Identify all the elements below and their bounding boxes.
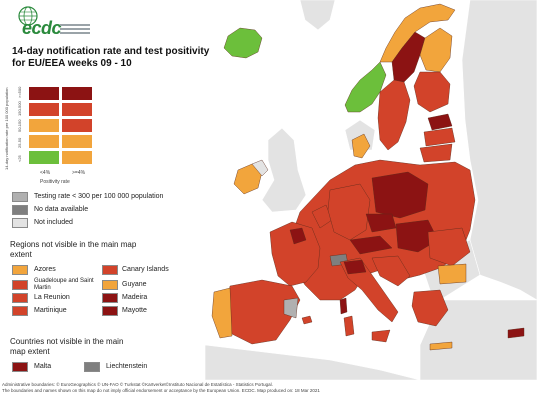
swatch-mayotte [102,306,118,316]
region-corsica [339,297,348,315]
swatch-malta [12,362,28,372]
region-romania [427,227,471,267]
legend-cell-0-high [61,150,93,165]
region-finland-north [419,27,453,73]
y-tick-150: 150-500 [17,101,22,116]
region-northern-ireland [251,159,269,177]
region-slovakia-hungary [395,219,439,253]
label-canary: Canary Islands [122,266,169,273]
region-norway-south [344,61,387,113]
label-malta: Malta [34,363,52,370]
swatch-martinique [12,306,28,316]
region-greece [411,289,449,327]
label-mayotte: Mayotte [122,307,147,314]
y-axis-label: 14-day notification rate per 100 000 pop… [4,87,9,170]
ecdc-logo-globe-icon [18,6,38,26]
ecdc-logo-text: ecdc [22,18,62,38]
map-title: 14-day notification rate and test positi… [12,46,212,70]
region-finland-south [413,71,451,113]
region-cyprus [507,327,525,339]
region-sardinia [343,315,355,337]
region-sweden-south [377,79,411,151]
label-no-data: No data available [34,206,89,213]
footer-line-2: The boundaries and names shown on this m… [2,388,320,393]
legend-cell-500-high [61,86,93,101]
swatch-liechtenstein [84,362,100,372]
x-tick-low: <4% [40,170,51,176]
region-north-italy [343,259,367,275]
swatch-reunion [12,293,28,303]
label-guadeloupe: Guadeloupe and Saint Martin [34,278,94,291]
swatch-canary [102,265,118,275]
region-bulgaria [437,263,467,285]
title-line-1: 14-day notification rate and test positi… [12,46,210,57]
label-guyane: Guyane [122,281,147,288]
region-latvia [423,127,456,147]
label-not-included: Not included [34,219,73,226]
y-tick-50: 50-150 [17,119,22,132]
countries-title: Countries not visible in the main map ex… [10,337,124,356]
region-balkans [371,255,411,287]
region-czechia [365,213,397,233]
europe-map [205,0,537,380]
x-axis-label: Positivity rate [40,179,70,185]
region-poland [371,171,429,219]
region-denmark [351,133,371,159]
region-uk [261,127,307,213]
region-portugal [211,287,233,339]
swatch-guadeloupe [12,280,28,290]
footer-line-1: Administrative boundaries: © EuroGeograp… [2,382,273,387]
region-crete [429,341,453,351]
y-tick-500: >=500 [17,86,22,98]
region-sicily [371,329,391,343]
swatch-no-data [12,205,28,215]
region-lithuania [419,143,453,163]
region-italy [339,257,399,323]
legend-cell-50-low [28,118,60,133]
legend-cell-500-low [28,86,60,101]
x-tick-high: >=4% [72,170,86,176]
swatch-not-included [12,218,28,228]
x-ticks: <4% >=4% [28,170,96,178]
footer-credits: Administrative boundaries: © EuroGeograp… [2,382,534,394]
region-paris [289,227,307,245]
title-line-2: for EU/EEA weeks 09 - 10 [12,58,132,69]
y-tick-0: <25 [17,155,22,162]
region-germany [327,183,371,241]
region-iceland [223,27,263,59]
label-azores: Azores [34,266,56,273]
region-estonia [427,113,453,131]
legend-cell-0-low [28,150,60,165]
y-tick-labels: >=500 150-500 50-150 25-50 <25 [17,86,27,170]
legend-grid [28,86,96,170]
y-tick-25: 25-50 [17,137,22,148]
region-balearic [301,315,313,325]
legend-cell-150-high [61,102,93,117]
legend-cell-25-low [28,134,60,149]
region-austria [349,235,393,255]
label-liechtenstein: Liechtenstein [106,363,148,370]
legend-cell-150-low [28,102,60,117]
swatch-guyane [102,280,118,290]
regions-title: Regions not visible in the main map exte… [10,240,137,259]
label-madeira: Madeira [122,294,148,301]
swatch-testing-rate [12,192,28,202]
label-martinique: Martinique [34,307,67,314]
label-testing-rate: Testing rate < 300 per 100 000 populatio… [34,193,164,200]
region-spain-grey [283,297,299,319]
legend-cell-25-high [61,134,93,149]
logo-subtitle-lines [60,24,90,36]
swatch-azores [12,265,28,275]
region-france [269,221,321,287]
swatch-madeira [102,293,118,303]
label-reunion: La Reunion [34,294,70,301]
legend-cell-50-high [61,118,93,133]
